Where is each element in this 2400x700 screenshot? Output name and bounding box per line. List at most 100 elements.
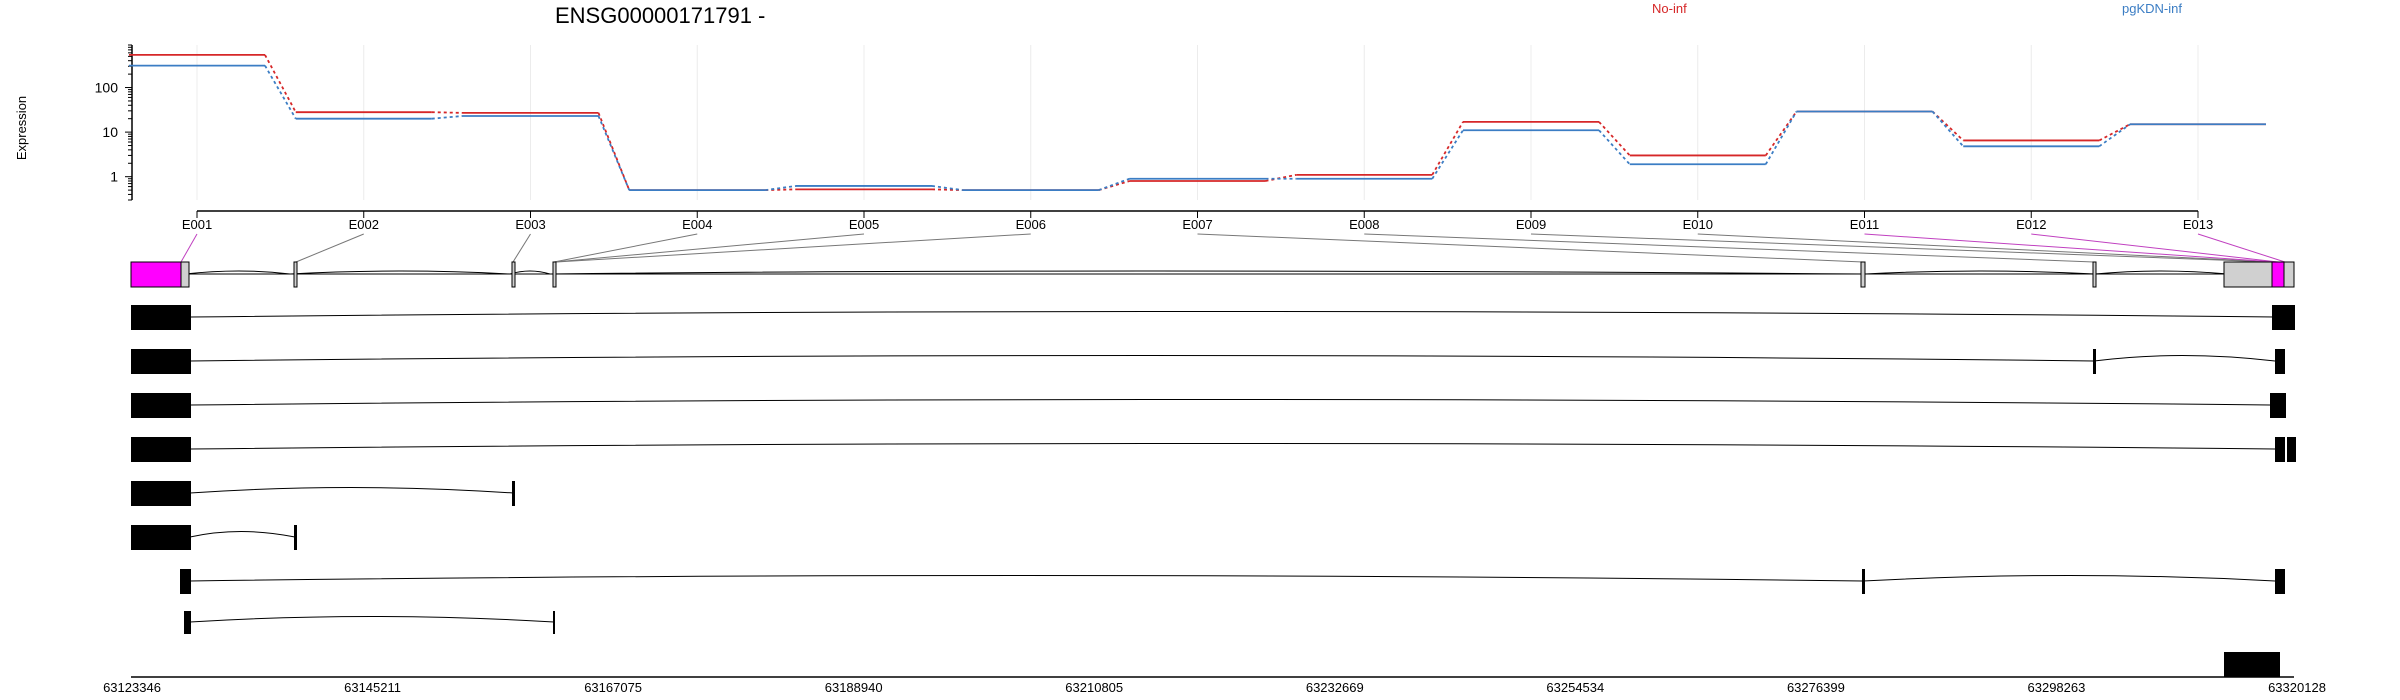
x-tick-label: E002 [349, 217, 379, 232]
x-tick-label: E008 [1349, 217, 1379, 232]
series-connector [264, 54, 297, 113]
x-axis: E001 E002 E003 E004 E005 E006 E007 E008 E009 E010… [182, 210, 2213, 232]
y-tick-label: 1 [110, 169, 118, 185]
collapsed-exon [1860, 261, 1866, 288]
collapsed-exon [180, 261, 190, 288]
exon-connectors [180, 233, 2286, 263]
y-tick-label: 100 [95, 80, 119, 96]
coordinate-tick-label: 63167075 [584, 680, 642, 695]
x-tick-label: E005 [849, 217, 879, 232]
exon-block [2287, 437, 2296, 462]
x-tick-label: E007 [1182, 217, 1212, 232]
exon-connector [554, 233, 865, 263]
x-tick-label: E009 [1516, 217, 1546, 232]
legend-pgkdn-inf: pgKDN-inf [2122, 1, 2182, 16]
exon-connector [1364, 233, 2095, 263]
chart-grid [196, 45, 2199, 200]
coordinate-tick-label: 63188940 [825, 680, 883, 695]
y-tick-label: 10 [102, 124, 118, 140]
collapsed-gene-model [130, 261, 2295, 288]
exon-connector [180, 233, 198, 263]
exon-connector [555, 233, 1031, 263]
exon-connector [1197, 233, 1864, 263]
exon-block [2272, 305, 2295, 330]
collapsed-intron-wave [184, 270, 2229, 275]
series-connector [1431, 129, 1464, 180]
series-connector [264, 65, 297, 120]
transcript-6 [131, 525, 297, 550]
x-tick-label: E006 [1016, 217, 1046, 232]
coordinate-tick-label: 63123346 [103, 680, 161, 695]
series-connector [931, 185, 963, 192]
x-tick-label: E013 [2183, 217, 2213, 232]
coordinate-tick-label: 63210805 [1065, 680, 1123, 695]
collapsed-exon-highlight [130, 261, 182, 288]
exon-block [131, 393, 191, 418]
transcript-5 [131, 481, 515, 506]
exon-block [553, 611, 555, 634]
exon-block [184, 611, 191, 634]
coordinate-tick-label: 63298263 [2028, 680, 2086, 695]
series-connector [597, 112, 631, 191]
legend-no-inf: No-inf [1652, 1, 1687, 16]
series-connector [431, 115, 463, 120]
transcript-4 [131, 437, 2296, 462]
genomic-coordinate-axis: 63123346 63145211 63167075 63188940 63210805… [103, 676, 2326, 695]
exon-block [2275, 437, 2285, 462]
exon-block [131, 481, 191, 506]
transcript-2 [131, 349, 2285, 374]
exon-block [2270, 393, 2286, 418]
collapsed-exon [2092, 261, 2097, 288]
exon-block [512, 481, 515, 506]
coordinate-tick-label: 63320128 [2268, 680, 2326, 695]
exon-connector [1864, 233, 2277, 263]
series-connector [1265, 173, 1297, 182]
exon-block [2275, 349, 2285, 374]
chart-series [129, 53, 2266, 192]
series-connector [1931, 110, 1964, 147]
series-connector [597, 115, 631, 191]
x-tick-label: E001 [182, 217, 212, 232]
exon-block [294, 525, 297, 550]
coordinate-tick-label: 63145211 [344, 680, 401, 695]
transcript-8 [184, 611, 555, 634]
collapsed-exon [293, 261, 298, 288]
series-connector [431, 111, 463, 114]
exon-block [1862, 569, 1865, 594]
collapsed-exon [2223, 261, 2273, 288]
y-axis: 1 10 100 [95, 44, 133, 201]
x-tick-label: E004 [682, 217, 712, 232]
y-axis-label: Expression [14, 96, 29, 160]
series-connector [1598, 121, 1631, 157]
series-connector [1598, 129, 1631, 165]
gene-title: ENSG00000171791 - [555, 3, 765, 28]
series-connector [765, 185, 797, 192]
exon-connector [2031, 233, 2279, 263]
series-connector [1098, 180, 1130, 191]
transcript-7 [180, 569, 2285, 594]
transcript-9 [2224, 652, 2280, 677]
exon-connector [1697, 233, 2275, 263]
series-connector [1098, 177, 1130, 191]
series-connector [1431, 121, 1464, 176]
x-tick-label: E012 [2016, 217, 2046, 232]
series-connector [765, 188, 797, 192]
exon-block [131, 305, 191, 330]
collapsed-exon [552, 261, 557, 288]
x-tick-label: E010 [1683, 217, 1713, 232]
coordinate-tick-label: 63276399 [1787, 680, 1845, 695]
exon-connector [512, 233, 531, 263]
collapsed-exon [511, 261, 516, 288]
series-connector [1764, 111, 1798, 165]
exon-block [180, 569, 191, 594]
coordinate-tick-label: 63254534 [1546, 680, 1604, 695]
coordinate-tick-label: 63232669 [1306, 680, 1364, 695]
x-tick-label: E003 [515, 217, 545, 232]
exon-block [2275, 569, 2285, 594]
exon-block [131, 525, 191, 550]
collapsed-exon-highlight [2271, 261, 2285, 288]
series-connector [2098, 123, 2131, 148]
exon-block [2093, 349, 2096, 374]
exon-connector [2197, 233, 2286, 263]
